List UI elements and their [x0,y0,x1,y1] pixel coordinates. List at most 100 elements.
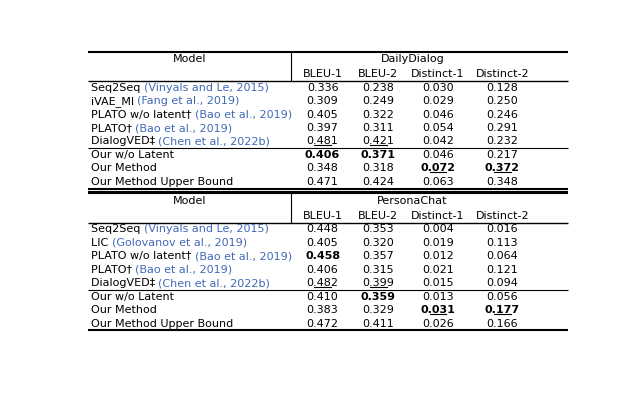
Text: 0.472: 0.472 [307,319,339,329]
Text: 0.004: 0.004 [422,224,454,234]
Text: 0.063: 0.063 [422,177,454,187]
Text: 0.113: 0.113 [486,238,518,248]
Text: 0.054: 0.054 [422,123,454,133]
Text: LIC: LIC [91,238,111,248]
Text: 0.353: 0.353 [363,224,394,234]
Text: (Chen et al., 2022b): (Chen et al., 2022b) [159,136,270,146]
Text: 0.013: 0.013 [422,291,454,301]
Text: 0.128: 0.128 [486,83,518,93]
Text: Seq2Seq: Seq2Seq [91,224,144,234]
Text: 0.042: 0.042 [422,136,454,146]
Text: BLEU-2: BLEU-2 [358,69,399,79]
Text: 0.232: 0.232 [486,136,518,146]
Text: 0.336: 0.336 [307,83,339,93]
Text: 0.249: 0.249 [362,96,394,106]
Text: 0.012: 0.012 [422,251,454,261]
Text: PLATO†: PLATO† [91,123,135,133]
Text: 0.030: 0.030 [422,83,454,93]
Text: 0.166: 0.166 [486,319,518,329]
Text: 0.421: 0.421 [362,136,394,146]
Text: 0.405: 0.405 [307,238,339,248]
Text: 0.424: 0.424 [362,177,394,187]
Text: 0.250: 0.250 [486,96,518,106]
Text: 0.357: 0.357 [362,251,394,261]
Text: 0.481: 0.481 [307,136,339,146]
Text: 0.019: 0.019 [422,238,454,248]
Text: 0.399: 0.399 [362,278,394,288]
Text: 0.348: 0.348 [486,177,518,187]
Text: 0.046: 0.046 [422,150,454,160]
Text: 0.064: 0.064 [486,251,518,261]
Text: Model: Model [173,196,206,206]
Text: BLEU-2: BLEU-2 [358,211,399,221]
Text: (Vinyals and Le, 2015): (Vinyals and Le, 2015) [144,83,269,93]
Text: Our Method: Our Method [91,163,160,173]
Text: 0.031: 0.031 [420,305,456,315]
Text: Distinct-2: Distinct-2 [476,211,529,221]
Text: (Bao et al., 2019): (Bao et al., 2019) [135,265,232,275]
Text: 0.246: 0.246 [486,110,518,120]
Text: 0.397: 0.397 [307,123,339,133]
Text: 0.311: 0.311 [363,123,394,133]
Text: (Chen et al., 2022b): (Chen et al., 2022b) [159,278,270,288]
Text: Distinct-2: Distinct-2 [476,69,529,79]
Text: Our Method: Our Method [91,305,160,315]
Text: Our w/o Latent: Our w/o Latent [91,291,177,301]
Text: 0.026: 0.026 [422,319,454,329]
Text: 0.121: 0.121 [486,265,518,275]
Text: 0.458: 0.458 [305,251,340,261]
Text: 0.471: 0.471 [307,177,339,187]
Text: 0.383: 0.383 [307,305,339,315]
Text: 0.406: 0.406 [305,150,340,160]
Text: (Bao et al., 2019): (Bao et al., 2019) [135,123,232,133]
Text: Distinct-1: Distinct-1 [412,69,465,79]
Text: Our Method Upper Bound: Our Method Upper Bound [91,177,237,187]
Text: 0.448: 0.448 [307,224,339,234]
Text: 0.406: 0.406 [307,265,339,275]
Text: 0.217: 0.217 [486,150,518,160]
Text: 0.021: 0.021 [422,265,454,275]
Text: (Bao et al., 2019): (Bao et al., 2019) [195,251,292,261]
Text: 0.016: 0.016 [486,224,518,234]
Text: PLATO†: PLATO† [91,265,135,275]
Text: 0.029: 0.029 [422,96,454,106]
Text: 0.056: 0.056 [486,291,518,301]
Text: 0.238: 0.238 [362,83,394,93]
Text: 0.177: 0.177 [485,305,520,315]
Text: DialogVED‡: DialogVED‡ [91,136,159,146]
Text: 0.372: 0.372 [485,163,520,173]
Text: 0.482: 0.482 [307,278,339,288]
Text: PersonaChat: PersonaChat [377,196,448,206]
Text: (Fang et al., 2019): (Fang et al., 2019) [138,96,240,106]
Text: 0.371: 0.371 [361,150,396,160]
Text: 0.359: 0.359 [361,291,396,301]
Text: 0.329: 0.329 [362,305,394,315]
Text: BLEU-1: BLEU-1 [303,69,342,79]
Text: 0.405: 0.405 [307,110,339,120]
Text: BLEU-1: BLEU-1 [303,211,342,221]
Text: 0.015: 0.015 [422,278,454,288]
Text: DailyDialog: DailyDialog [381,54,444,64]
Text: 0.315: 0.315 [363,265,394,275]
Text: Our Method Upper Bound: Our Method Upper Bound [91,319,237,329]
Text: PLATO w/o latent†: PLATO w/o latent† [91,251,195,261]
Text: 0.072: 0.072 [420,163,456,173]
Text: 0.410: 0.410 [307,291,339,301]
Text: PLATO w/o latent†: PLATO w/o latent† [91,110,195,120]
Text: (Vinyals and Le, 2015): (Vinyals and Le, 2015) [144,224,269,234]
Text: 0.322: 0.322 [362,110,394,120]
Text: 0.318: 0.318 [362,163,394,173]
Text: Seq2Seq: Seq2Seq [91,83,144,93]
Text: DialogVED‡: DialogVED‡ [91,278,159,288]
Text: 0.320: 0.320 [362,238,394,248]
Text: Model: Model [173,54,206,64]
Text: 0.046: 0.046 [422,110,454,120]
Text: 0.411: 0.411 [362,319,394,329]
Text: 0.094: 0.094 [486,278,518,288]
Text: (Bao et al., 2019): (Bao et al., 2019) [195,110,292,120]
Text: iVAE_MI: iVAE_MI [91,95,138,106]
Text: (Golovanov et al., 2019): (Golovanov et al., 2019) [111,238,247,248]
Text: 0.348: 0.348 [307,163,339,173]
Text: Distinct-1: Distinct-1 [412,211,465,221]
Text: Our w/o Latent: Our w/o Latent [91,150,177,160]
